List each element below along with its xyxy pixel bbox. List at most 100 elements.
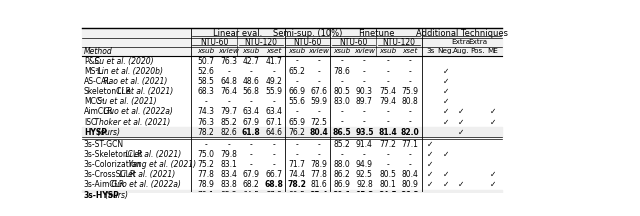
- Text: P&C: P&C: [84, 57, 100, 65]
- Text: Extra: Extra: [452, 39, 471, 45]
- Text: -: -: [363, 107, 366, 116]
- Text: -: -: [409, 57, 412, 65]
- Text: 63.4: 63.4: [265, 107, 282, 116]
- Text: 78.2: 78.2: [197, 128, 214, 137]
- Text: 49.2: 49.2: [266, 77, 282, 86]
- Text: -: -: [363, 57, 366, 65]
- Text: 79.8: 79.8: [220, 150, 237, 159]
- Text: 88.0: 88.0: [333, 160, 350, 169]
- Text: -: -: [273, 67, 275, 76]
- Text: 50.7: 50.7: [197, 57, 214, 65]
- Text: ✓: ✓: [443, 67, 449, 76]
- Text: 66.7: 66.7: [265, 170, 282, 179]
- Text: -: -: [227, 140, 230, 149]
- Text: 42.7: 42.7: [243, 57, 260, 65]
- Text: -: -: [409, 77, 412, 86]
- Text: -: -: [409, 160, 412, 169]
- Text: ✓: ✓: [458, 180, 465, 189]
- Text: 3s-HYSP: 3s-HYSP: [84, 191, 120, 200]
- Text: Rao et al. (2021): Rao et al. (2021): [100, 77, 167, 86]
- Text: -: -: [296, 150, 298, 159]
- Text: 80.4: 80.4: [309, 128, 328, 137]
- Text: Additional Techniques: Additional Techniques: [416, 29, 508, 38]
- Text: ✓: ✓: [443, 180, 449, 189]
- Text: Semi-sup. (10%): Semi-sup. (10%): [273, 29, 342, 38]
- Text: 83.0: 83.0: [333, 97, 350, 106]
- Text: MS²L: MS²L: [84, 67, 102, 76]
- Text: -: -: [387, 77, 389, 86]
- Text: -: -: [317, 107, 320, 116]
- Text: 68.8: 68.8: [264, 180, 283, 189]
- Text: xsub: xsub: [243, 48, 260, 54]
- Text: 92.8: 92.8: [356, 180, 372, 189]
- Text: -: -: [250, 97, 253, 106]
- Text: xview: xview: [218, 48, 239, 54]
- Text: -: -: [296, 107, 298, 116]
- Text: -: -: [363, 150, 366, 159]
- Text: 77.8: 77.8: [197, 170, 214, 179]
- Text: ✓: ✓: [427, 191, 433, 200]
- Text: -: -: [387, 160, 389, 169]
- Text: AS-CAL: AS-CAL: [84, 77, 111, 86]
- Text: Yang et al. (2021): Yang et al. (2021): [125, 160, 196, 169]
- Text: 74.4: 74.4: [289, 170, 305, 179]
- Text: NTU-60: NTU-60: [339, 38, 367, 47]
- Text: Li et al. (2021): Li et al. (2021): [117, 170, 175, 179]
- Text: 55.9: 55.9: [265, 87, 282, 96]
- Text: NTU-120: NTU-120: [244, 38, 278, 47]
- Text: Aug.: Aug.: [453, 48, 470, 54]
- Text: 90.3: 90.3: [356, 87, 373, 96]
- Text: 64.5: 64.5: [243, 191, 260, 200]
- Text: -: -: [409, 107, 412, 116]
- Text: 85.4: 85.4: [309, 191, 328, 200]
- Text: -: -: [250, 150, 253, 159]
- Text: HYSP: HYSP: [84, 128, 107, 137]
- Text: 3s-AimCLR: 3s-AimCLR: [84, 180, 125, 189]
- Text: ✓: ✓: [490, 118, 496, 127]
- Text: -: -: [250, 160, 253, 169]
- Text: 76.4: 76.4: [220, 87, 237, 96]
- Text: 93.5: 93.5: [355, 128, 374, 137]
- Text: Li et al. (2021): Li et al. (2021): [123, 150, 181, 159]
- Text: 76.3: 76.3: [220, 57, 237, 65]
- Text: 75.0: 75.0: [197, 150, 214, 159]
- Text: 76.2: 76.2: [289, 128, 305, 137]
- Text: ✓: ✓: [427, 150, 433, 159]
- Text: MCCᵈ: MCCᵈ: [84, 97, 104, 106]
- Text: 78.6: 78.6: [333, 67, 350, 76]
- Text: 89.7: 89.7: [356, 97, 373, 106]
- Text: 77.8: 77.8: [310, 170, 327, 179]
- Text: -: -: [340, 150, 343, 159]
- Text: 83.1: 83.1: [220, 160, 237, 169]
- Text: 91.4: 91.4: [356, 140, 373, 149]
- Text: 81.6: 81.6: [310, 180, 327, 189]
- Text: -: -: [340, 107, 343, 116]
- Text: -: -: [363, 77, 366, 86]
- Text: ISC: ISC: [84, 118, 96, 127]
- Text: -: -: [409, 118, 412, 127]
- Text: 71.7: 71.7: [289, 160, 305, 169]
- Text: 58.5: 58.5: [197, 77, 214, 86]
- Text: -: -: [273, 140, 275, 149]
- Text: 77.2: 77.2: [380, 140, 396, 149]
- Text: 3s-ST-GCN: 3s-ST-GCN: [84, 140, 124, 149]
- Text: 80.5: 80.5: [289, 191, 305, 200]
- Text: -: -: [340, 118, 343, 127]
- Text: xsub: xsub: [333, 48, 351, 54]
- Text: -: -: [296, 77, 298, 86]
- Text: -: -: [317, 67, 320, 76]
- Text: NTU-60: NTU-60: [293, 38, 322, 47]
- Text: 74.3: 74.3: [197, 107, 214, 116]
- Text: 86.3: 86.3: [401, 191, 420, 200]
- Text: 81.4: 81.4: [378, 128, 397, 137]
- Text: Neg.: Neg.: [437, 48, 454, 54]
- Text: ✓: ✓: [490, 180, 496, 189]
- Text: 94.9: 94.9: [356, 160, 373, 169]
- Text: 80.8: 80.8: [402, 97, 419, 106]
- Text: 52.6: 52.6: [197, 67, 214, 76]
- Text: 89.1: 89.1: [333, 191, 351, 200]
- Text: 59.9: 59.9: [310, 97, 327, 106]
- Text: -: -: [387, 150, 389, 159]
- Text: -: -: [273, 150, 275, 159]
- Text: 56.8: 56.8: [243, 87, 260, 96]
